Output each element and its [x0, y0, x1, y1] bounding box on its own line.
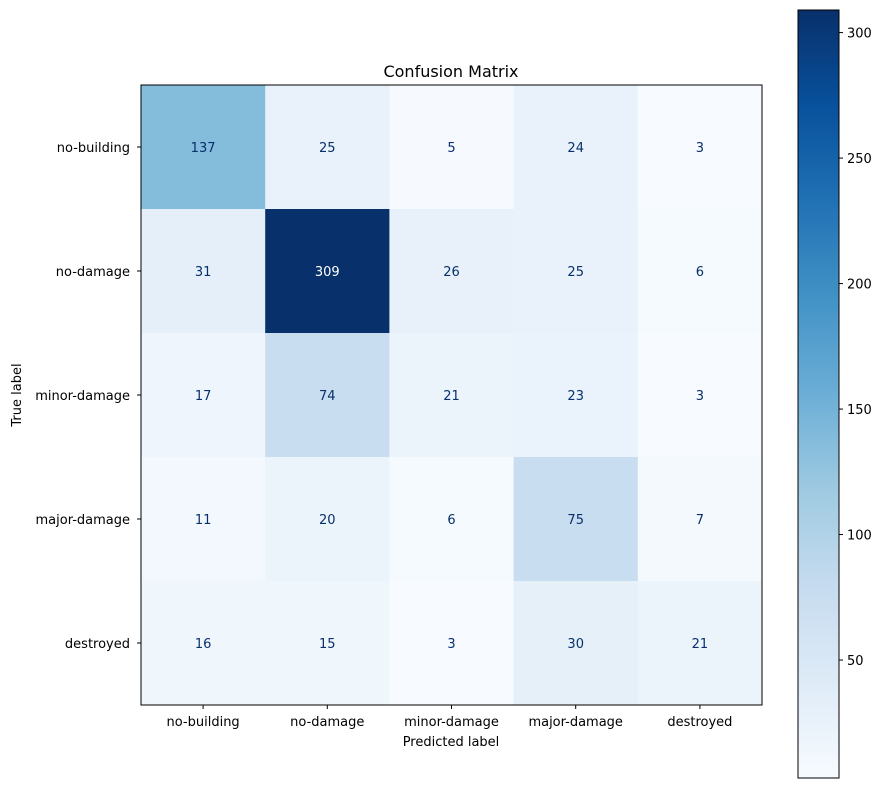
heatmap-cell: [265, 209, 390, 334]
x-tick-label: destroyed: [667, 715, 732, 730]
cell-value-label: 21: [443, 389, 460, 404]
cell-value-label: 3: [447, 637, 455, 652]
cell-value-label: 74: [319, 389, 336, 404]
cell-value-label: 15: [319, 637, 336, 652]
heatmap-cell: [265, 457, 390, 582]
x-axis-label: Predicted label: [403, 735, 500, 750]
heatmap-cell: [513, 457, 639, 582]
heatmap-cell: [389, 581, 515, 706]
heatmap-cell: [637, 333, 763, 458]
heatmap-cell: [637, 457, 763, 582]
cell-value-label: 20: [319, 513, 336, 528]
cell-value-label: 309: [315, 265, 340, 280]
y-axis-label: True label: [10, 363, 25, 427]
cell-value-label: 7: [696, 513, 704, 528]
cell-value-label: 3: [696, 141, 704, 156]
cell-value-label: 31: [195, 265, 212, 280]
cell-value-label: 6: [696, 265, 704, 280]
x-tick-label: no-damage: [290, 715, 364, 730]
heatmap-cell: [513, 581, 639, 706]
cell-value-label: 30: [567, 637, 584, 652]
cell-value-label: 6: [447, 513, 455, 528]
heatmap-cell: [265, 85, 390, 210]
y-tick-label: destroyed: [65, 637, 130, 652]
colorbar-tick-label: 200: [847, 278, 872, 293]
y-tick-label: major-damage: [36, 513, 131, 528]
heatmap-cell: [637, 209, 763, 334]
heatmap-cell: [637, 581, 763, 706]
cell-value-label: 16: [195, 637, 212, 652]
cell-value-label: 5: [447, 141, 455, 156]
heatmap-cells: [141, 85, 763, 706]
cell-value-label: 11: [195, 513, 212, 528]
x-tick-label: no-building: [166, 715, 239, 730]
heatmap-cell: [513, 85, 639, 210]
y-tick-label: no-damage: [56, 265, 130, 280]
colorbar-tick-label: 100: [847, 529, 872, 544]
y-axis-ticks: no-building no-damage minor-damage major-da…: [35, 141, 141, 652]
x-tick-label: major-damage: [528, 715, 623, 730]
heatmap-cell: [141, 581, 266, 706]
heatmap-cell: [637, 85, 763, 210]
heatmap-cell: [141, 333, 266, 458]
chart-title: Confusion Matrix: [383, 62, 518, 81]
heatmap-cell: [513, 333, 639, 458]
heatmap-cell: [389, 209, 515, 334]
colorbar: [797, 9, 840, 779]
colorbar-tick-label: 150: [847, 403, 872, 418]
cell-value-label: 25: [567, 265, 584, 280]
colorbar-tick-label: 250: [847, 152, 872, 167]
cell-value-label: 25: [319, 141, 336, 156]
heatmap-cell: [141, 457, 266, 582]
cell-value-label: 24: [567, 141, 584, 156]
heatmap-cell: [265, 581, 390, 706]
cell-value-label: 75: [567, 513, 584, 528]
cell-value-label: 137: [191, 141, 216, 156]
x-tick-label: minor-damage: [404, 715, 499, 730]
colorbar-tick-label: 300: [847, 27, 872, 42]
cell-value-labels: 137 25 5 24 3 31 309 26 25 6 17 74 21 23 3 11 20 6 75 7 16 15…: [191, 141, 708, 652]
cell-value-label: 3: [696, 389, 704, 404]
heatmap-cell: [389, 333, 515, 458]
heatmap-cell: [513, 209, 639, 334]
y-tick-label: minor-damage: [35, 389, 130, 404]
heatmap-cell: [389, 85, 515, 210]
heatmap-cell: [141, 209, 266, 334]
cell-value-label: 26: [443, 265, 460, 280]
heatmap-cell: [389, 457, 515, 582]
heatmap-cell: [141, 85, 266, 210]
x-axis-ticks: no-building no-damage minor-damage major-da…: [166, 705, 732, 730]
cell-value-label: 23: [567, 389, 584, 404]
y-tick-label: no-building: [57, 141, 130, 156]
heatmap-cell: [265, 333, 390, 458]
colorbar-tick-label: 50: [847, 654, 864, 669]
cell-value-label: 21: [692, 637, 709, 652]
colorbar-ticks: 50 100 150 200 250 300: [839, 27, 872, 669]
cell-value-label: 17: [195, 389, 212, 404]
